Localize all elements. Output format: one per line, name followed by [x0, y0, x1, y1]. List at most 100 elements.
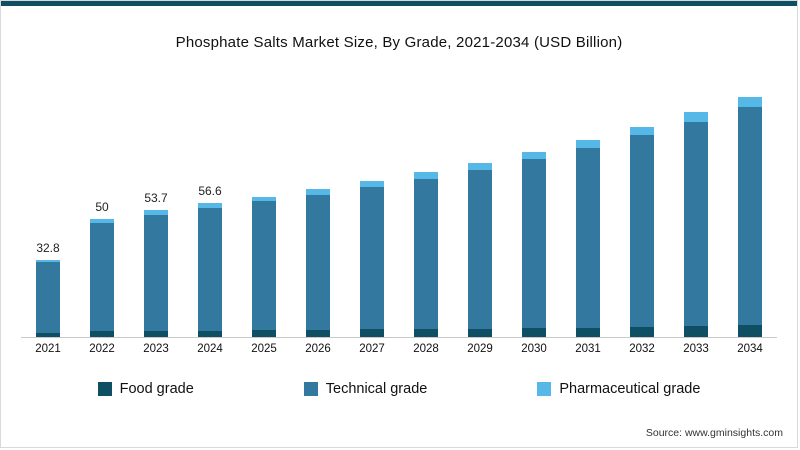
segment-technical-grade — [414, 178, 438, 329]
segment-pharmaceutical-grade — [144, 210, 168, 215]
segment-technical-grade — [198, 207, 222, 331]
technical-grade-swatch — [303, 382, 318, 396]
source-attribution: Source: www.gminsights.com — [645, 427, 783, 439]
segment-technical-grade — [576, 147, 600, 328]
stacked-bar-2024 — [198, 203, 222, 337]
x-tick-2030: 2030 — [521, 343, 547, 355]
bar-value-label: 32.8 — [36, 240, 60, 255]
pharmaceutical-grade-swatch — [537, 382, 552, 396]
segment-pharmaceutical-grade — [630, 126, 654, 136]
segment-pharmaceutical-grade — [522, 151, 546, 159]
x-tick-2024: 2024 — [197, 343, 223, 355]
segment-food-grade — [630, 326, 654, 337]
segment-technical-grade — [522, 158, 546, 328]
bar-group-2027 — [345, 162, 399, 337]
segment-technical-grade — [252, 201, 276, 331]
segment-pharmaceutical-grade — [360, 181, 384, 187]
segment-food-grade — [522, 328, 546, 337]
segment-technical-grade — [468, 169, 492, 329]
x-tick-2033: 2033 — [683, 343, 709, 355]
stacked-bar-2032 — [630, 126, 654, 337]
segment-food-grade — [360, 329, 384, 337]
segment-technical-grade — [36, 262, 60, 334]
stacked-bar-2022 — [90, 218, 114, 337]
bar-group-2026 — [291, 170, 345, 337]
x-tick-2026: 2026 — [305, 343, 331, 355]
stacked-bar-2027 — [360, 181, 384, 337]
bar-group-2030 — [507, 133, 561, 337]
stacked-bar-2025 — [252, 196, 276, 337]
x-axis: 2021 2022 2023 2024 2025 2026 2027 2028 2029 2030… — [21, 338, 777, 355]
segment-food-grade — [252, 330, 276, 337]
segment-pharmaceutical-grade — [36, 259, 60, 263]
stacked-bar-2030 — [522, 151, 546, 337]
segment-food-grade — [576, 327, 600, 337]
stacked-bar-2034 — [738, 97, 762, 337]
stacked-bar-2026 — [306, 189, 330, 337]
segment-food-grade — [90, 331, 114, 337]
bar-group-2031 — [561, 121, 615, 337]
segment-food-grade — [144, 330, 168, 337]
stacked-bar-2023 — [144, 210, 168, 337]
segment-pharmaceutical-grade — [468, 162, 492, 170]
segment-pharmaceutical-grade — [198, 203, 222, 208]
legend-label-technical-grade: Technical grade — [325, 381, 428, 397]
segment-technical-grade — [684, 121, 708, 327]
segment-food-grade — [414, 329, 438, 337]
bar-value-label: 56.6 — [198, 184, 222, 199]
segment-pharmaceutical-grade — [414, 172, 438, 179]
segment-pharmaceutical-grade — [306, 189, 330, 195]
legend-label-food-grade: Food grade — [119, 381, 194, 397]
bar-group-2025 — [237, 178, 291, 337]
top-accent-bar — [1, 1, 797, 6]
bar-group-2033 — [669, 93, 723, 337]
segment-technical-grade — [144, 214, 168, 331]
bar-group-2028 — [399, 153, 453, 337]
segment-pharmaceutical-grade — [684, 112, 708, 122]
x-tick-2029: 2029 — [467, 343, 493, 355]
x-tick-2028: 2028 — [413, 343, 439, 355]
x-tick-2032: 2032 — [629, 343, 655, 355]
chart-title: Phosphate Salts Market Size, By Grade, 2… — [175, 34, 623, 51]
x-tick-2023: 2023 — [143, 343, 169, 355]
x-tick-2034: 2034 — [737, 343, 763, 355]
stacked-bar-2031 — [576, 140, 600, 337]
segment-pharmaceutical-grade — [90, 218, 114, 223]
legend-item-pharmaceutical-grade: Pharmaceutical grade — [537, 381, 700, 397]
bar-group-2032 — [615, 108, 669, 337]
segment-technical-grade — [738, 107, 762, 326]
segment-technical-grade — [306, 194, 330, 330]
segment-pharmaceutical-grade — [738, 97, 762, 108]
legend-item-technical-grade: Technical grade — [303, 381, 428, 397]
legend: Food grade Technical grade Pharmaceutica… — [1, 381, 797, 397]
segment-food-grade — [684, 326, 708, 337]
bar-group-2021: 32.8 — [21, 241, 75, 337]
bar-group-2022: 50 — [75, 200, 129, 337]
stacked-bar-2029 — [468, 162, 492, 337]
segment-pharmaceutical-grade — [576, 140, 600, 148]
stacked-bar-2028 — [414, 172, 438, 337]
segment-food-grade — [306, 329, 330, 337]
segment-technical-grade — [360, 186, 384, 330]
bar-group-2023: 53.7 — [129, 191, 183, 337]
food-grade-swatch — [97, 382, 112, 396]
bar-group-2024: 56.6 — [183, 184, 237, 337]
segment-food-grade — [198, 330, 222, 337]
x-tick-2022: 2022 — [89, 343, 115, 355]
plot-area: 32.8 50 53.7 56.6 — [21, 67, 777, 338]
segment-technical-grade — [630, 135, 654, 327]
segment-pharmaceutical-grade — [252, 196, 276, 202]
legend-label-pharmaceutical-grade: Pharmaceutical grade — [559, 381, 701, 397]
bar-value-label: 50 — [95, 199, 109, 214]
bar-value-label: 53.7 — [144, 191, 168, 206]
x-tick-2025: 2025 — [251, 343, 277, 355]
x-tick-2031: 2031 — [575, 343, 601, 355]
x-tick-2027: 2027 — [359, 343, 385, 355]
segment-food-grade — [738, 325, 762, 337]
segment-food-grade — [36, 333, 60, 337]
bar-group-2029 — [453, 144, 507, 337]
stacked-bar-2021 — [36, 259, 60, 337]
stacked-bar-2033 — [684, 112, 708, 337]
bar-group-2034 — [723, 78, 777, 337]
